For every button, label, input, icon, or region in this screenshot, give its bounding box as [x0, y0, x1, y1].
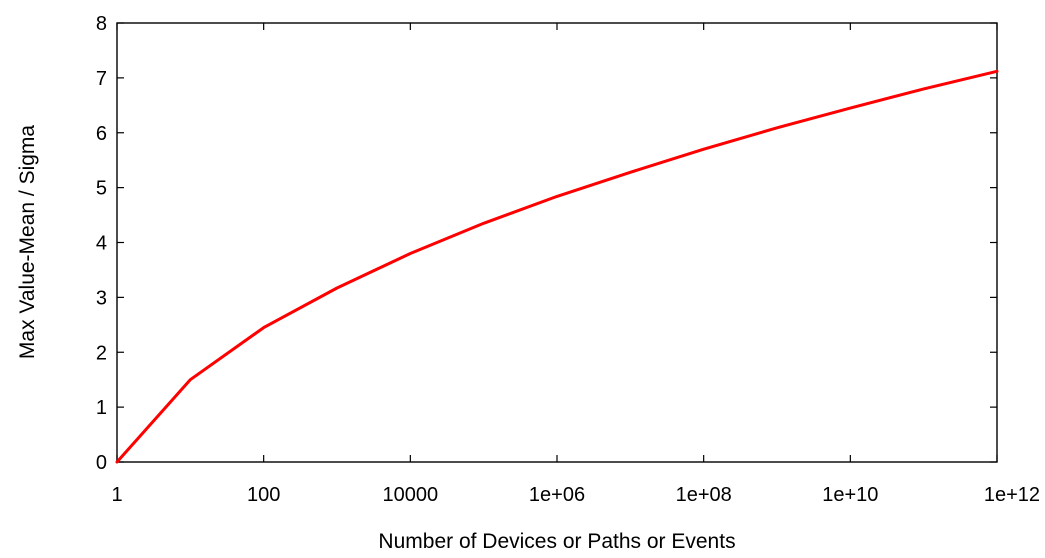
- y-tick-label: 7: [96, 68, 107, 90]
- x-tick-label: 1e+10: [822, 484, 878, 506]
- y-tick-label: 5: [96, 178, 107, 200]
- y-tick-label: 6: [96, 123, 107, 145]
- x-axis-title: Number of Devices or Paths or Events: [378, 530, 735, 553]
- y-tick-label: 2: [96, 342, 107, 364]
- x-tick-label: 1: [111, 484, 122, 506]
- y-axis-title: Max Value-Mean / Sigma: [16, 125, 39, 360]
- series-line: [115, 69, 999, 464]
- y-tick-label: 4: [96, 233, 107, 255]
- x-axis-ticks: 1 100 10000 1e+06 1e+08 1e+10 1e+12: [111, 23, 1040, 506]
- series-layer: [115, 69, 999, 464]
- plot-frame: [116, 22, 998, 463]
- y-axis-ticks: 0 1 2 3 4 5 6 7 8: [96, 13, 997, 474]
- y-tick-label: 3: [96, 287, 107, 309]
- y-tick-label: 8: [96, 13, 107, 35]
- x-tick-label: 1e+08: [676, 484, 732, 506]
- x-tick-label: 10000: [383, 484, 439, 506]
- y-tick-label: 1: [96, 397, 107, 419]
- y-tick-label: 0: [96, 452, 107, 474]
- x-tick-label: 100: [247, 484, 280, 506]
- x-tick-label: 1e+06: [529, 484, 585, 506]
- x-tick-label: 1e+12: [984, 484, 1040, 506]
